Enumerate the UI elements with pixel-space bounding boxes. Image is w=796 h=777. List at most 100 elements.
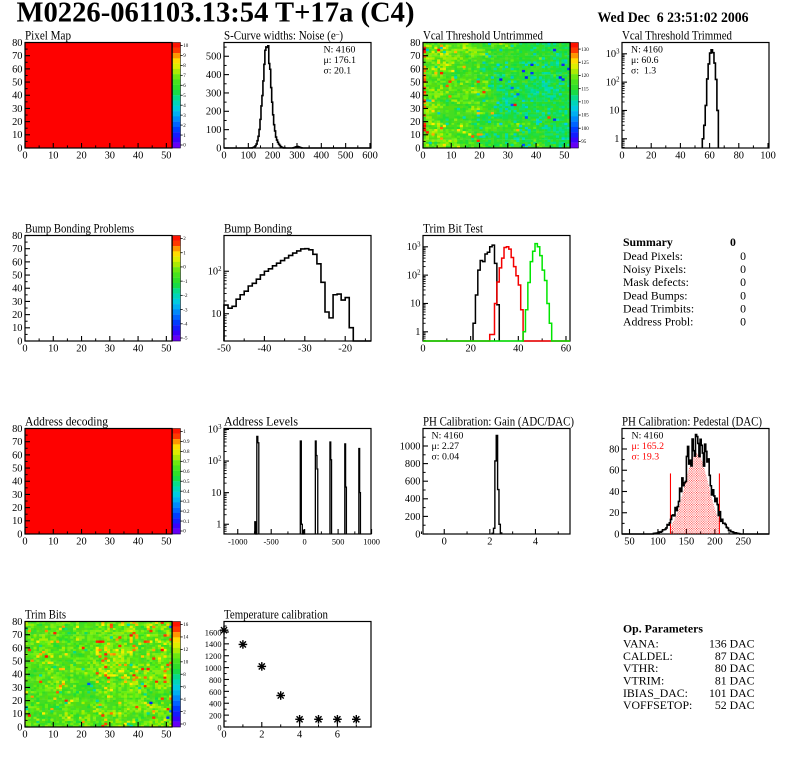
svg-text:200: 200 <box>206 107 222 118</box>
svg-text:1: 1 <box>183 134 186 139</box>
svg-text:0: 0 <box>420 344 425 355</box>
svg-text:100: 100 <box>581 127 589 132</box>
svg-text:0: 0 <box>183 530 186 535</box>
svg-text:-1000: -1000 <box>228 538 248 547</box>
svg-text:40: 40 <box>12 477 22 488</box>
svg-text:20: 20 <box>609 508 619 519</box>
svg-text:20: 20 <box>76 730 86 741</box>
svg-text:σ: 19.3: σ: 19.3 <box>632 452 660 463</box>
svg-text:50: 50 <box>161 730 171 741</box>
svg-text:2: 2 <box>487 537 492 548</box>
svg-text:Dead Pixels:: Dead Pixels: <box>623 249 683 263</box>
svg-text:Trim Bit Test: Trim Bit Test <box>423 221 483 235</box>
svg-text:10: 10 <box>211 488 221 499</box>
svg-text:80: 80 <box>12 424 22 435</box>
svg-text:40: 40 <box>12 670 22 681</box>
svg-text:50: 50 <box>12 78 22 89</box>
svg-text:250: 250 <box>736 537 752 548</box>
svg-text:0: 0 <box>22 344 27 355</box>
svg-text:60: 60 <box>12 257 22 268</box>
svg-text:600: 600 <box>209 688 222 697</box>
svg-text:5: 5 <box>183 94 186 99</box>
svg-text:Noisy Pixels:: Noisy Pixels: <box>623 262 686 276</box>
svg-text:30: 30 <box>410 104 420 115</box>
svg-text:300: 300 <box>289 151 305 162</box>
svg-text:-3: -3 <box>183 308 188 313</box>
svg-text:10: 10 <box>183 44 189 49</box>
svg-text:50: 50 <box>559 151 569 162</box>
svg-text:0: 0 <box>619 151 624 162</box>
svg-text:0: 0 <box>217 723 221 732</box>
svg-text:0: 0 <box>415 529 420 540</box>
svg-text:10: 10 <box>410 130 420 141</box>
svg-text:0: 0 <box>740 262 746 276</box>
svg-text:1000: 1000 <box>400 441 421 452</box>
svg-text:800: 800 <box>209 676 222 685</box>
svg-text:500: 500 <box>332 538 345 547</box>
svg-text:12: 12 <box>183 648 189 653</box>
svg-text:40: 40 <box>12 91 22 102</box>
svg-text:VOFFSETOP:: VOFFSETOP: <box>623 698 692 712</box>
svg-text:-5: -5 <box>183 337 188 342</box>
svg-text:0: 0 <box>442 537 447 548</box>
svg-text:40: 40 <box>675 151 685 162</box>
svg-text:Summary: Summary <box>623 235 673 249</box>
svg-text:0: 0 <box>17 336 22 347</box>
svg-text:0.4: 0.4 <box>183 490 190 495</box>
svg-text:20: 20 <box>466 344 476 355</box>
svg-text:σ: 0.04: σ: 0.04 <box>432 452 460 463</box>
svg-text:80: 80 <box>12 38 22 49</box>
svg-text:103: 103 <box>208 424 222 436</box>
svg-text:0: 0 <box>740 249 746 263</box>
svg-text:0.2: 0.2 <box>183 510 190 515</box>
svg-text:Address Levels: Address Levels <box>224 414 298 428</box>
svg-text:1: 1 <box>183 251 186 256</box>
svg-text:400: 400 <box>314 151 330 162</box>
svg-text:σ: 1.3: σ: 1.3 <box>631 66 656 77</box>
svg-text:100: 100 <box>206 125 222 136</box>
svg-text:100: 100 <box>241 151 257 162</box>
svg-text:6: 6 <box>183 685 186 690</box>
svg-text:Vcal Threshold Trimmed: Vcal Threshold Trimmed <box>622 28 733 42</box>
svg-text:80: 80 <box>609 444 619 455</box>
svg-text:Address Probl:: Address Probl: <box>623 315 693 329</box>
svg-text:40: 40 <box>133 344 143 355</box>
svg-text:2: 2 <box>259 730 264 741</box>
svg-text:101 DAC: 101 DAC <box>709 686 755 700</box>
svg-text:600: 600 <box>405 477 421 488</box>
svg-text:IBIAS_DAC:: IBIAS_DAC: <box>623 686 688 700</box>
svg-text:80: 80 <box>12 617 22 628</box>
svg-text:0.8: 0.8 <box>183 450 190 455</box>
svg-text:30: 30 <box>105 151 115 162</box>
svg-text:300: 300 <box>206 88 222 99</box>
svg-text:20: 20 <box>410 117 420 128</box>
svg-text:102: 102 <box>208 456 222 468</box>
svg-text:μ: 60.6: μ: 60.6 <box>631 55 659 66</box>
svg-text:1200: 1200 <box>205 652 222 661</box>
svg-text:6: 6 <box>335 730 340 741</box>
svg-text:20: 20 <box>12 310 22 321</box>
svg-text:20: 20 <box>12 117 22 128</box>
svg-text:150: 150 <box>679 537 695 548</box>
svg-text:30: 30 <box>105 344 115 355</box>
svg-text:Mask defects:: Mask defects: <box>623 275 689 289</box>
svg-text:10: 10 <box>183 661 189 666</box>
svg-text:50: 50 <box>12 657 22 668</box>
svg-text:N: 4160: N: 4160 <box>432 431 464 442</box>
svg-text:103: 103 <box>606 48 620 60</box>
svg-text:0: 0 <box>22 730 27 741</box>
svg-text:8: 8 <box>183 64 186 69</box>
svg-text:600: 600 <box>362 151 378 162</box>
svg-text:50: 50 <box>12 464 22 475</box>
svg-text:14: 14 <box>183 636 189 641</box>
svg-text:30: 30 <box>503 151 513 162</box>
svg-text:1: 1 <box>415 327 420 338</box>
svg-text:40: 40 <box>133 537 143 548</box>
svg-text:10: 10 <box>446 151 456 162</box>
svg-text:PH Calibration: Gain (ADC/DAC): PH Calibration: Gain (ADC/DAC) <box>423 414 574 428</box>
svg-text:102: 102 <box>407 270 421 282</box>
svg-text:μ: 165.2: μ: 165.2 <box>632 441 665 452</box>
svg-text:0: 0 <box>17 529 22 540</box>
svg-text:50: 50 <box>161 151 171 162</box>
svg-text:4: 4 <box>297 730 303 741</box>
